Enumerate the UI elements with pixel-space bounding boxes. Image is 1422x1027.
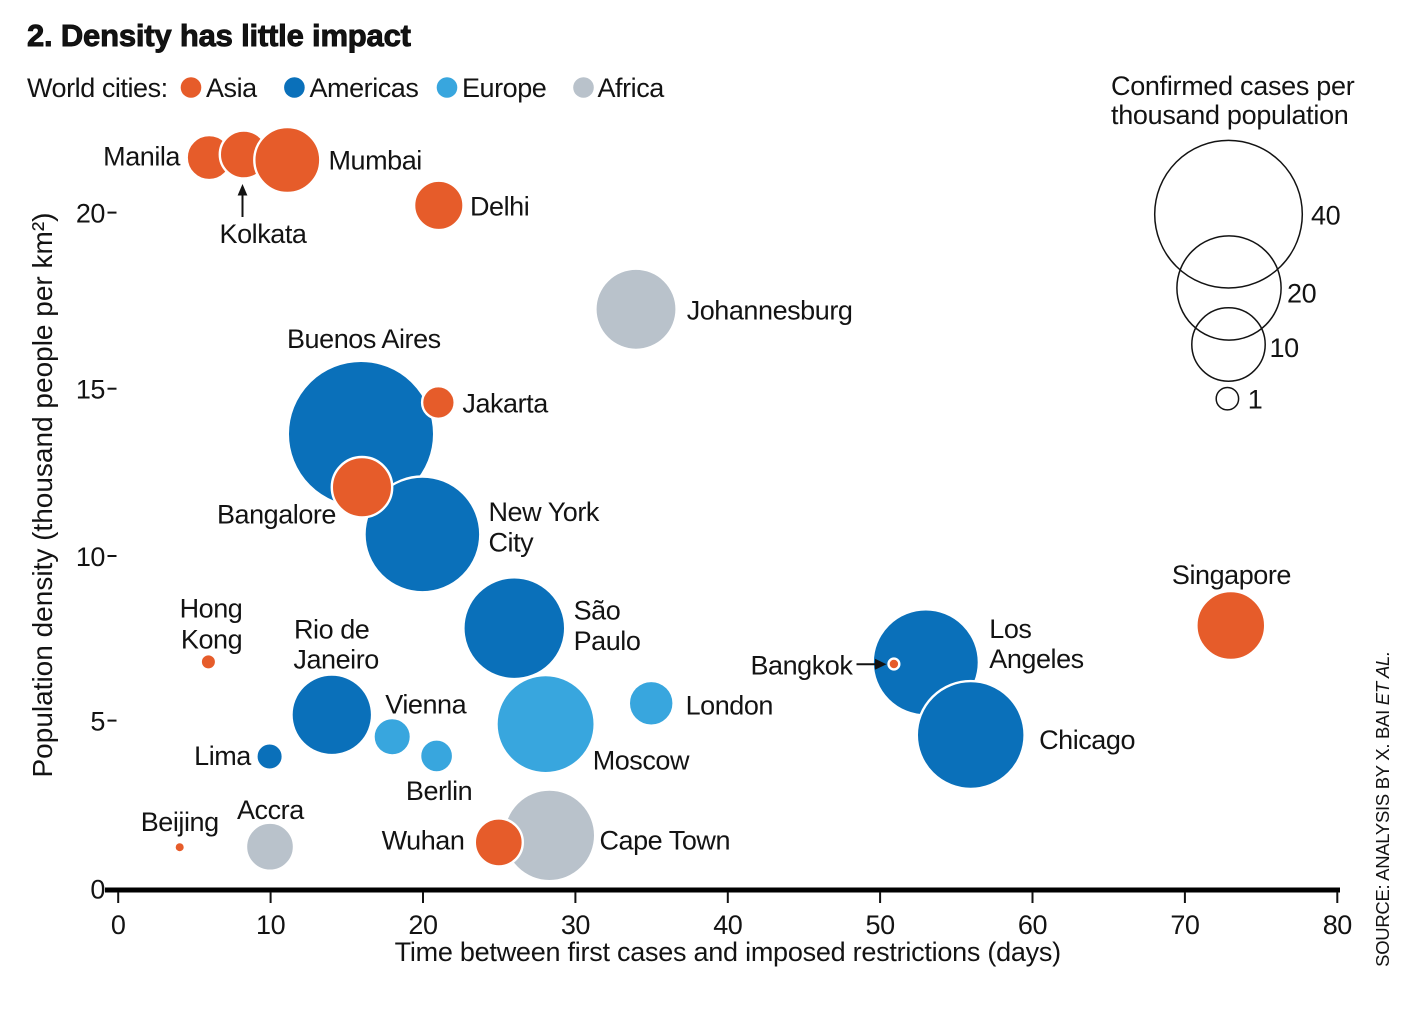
svg-text:Europe: Europe — [462, 73, 546, 103]
svg-text:5: 5 — [90, 707, 105, 737]
svg-text:Americas: Americas — [310, 73, 419, 103]
svg-text:40: 40 — [713, 910, 742, 940]
svg-text:World cities:: World cities: — [27, 73, 168, 103]
svg-text:Berlin: Berlin — [406, 776, 472, 806]
svg-text:50: 50 — [866, 910, 895, 940]
svg-text:20: 20 — [1287, 279, 1316, 309]
svg-text:Lima: Lima — [194, 741, 252, 771]
svg-text:Rio de: Rio de — [294, 615, 369, 645]
svg-text:São: São — [574, 596, 621, 626]
svg-text:Confirmed cases per: Confirmed cases per — [1111, 71, 1355, 101]
svg-text:Singapore: Singapore — [1172, 560, 1291, 590]
svg-text:Accra: Accra — [237, 795, 305, 825]
svg-text:London: London — [686, 691, 773, 721]
svg-text:Hong: Hong — [180, 594, 243, 624]
svg-text:Mumbai: Mumbai — [329, 146, 422, 176]
svg-text:Janeiro: Janeiro — [293, 645, 378, 675]
svg-text:Los: Los — [989, 614, 1031, 644]
svg-text:Beijing: Beijing — [141, 807, 219, 837]
svg-text:15: 15 — [76, 375, 105, 405]
svg-text:New York: New York — [489, 497, 600, 527]
svg-text:40: 40 — [1311, 201, 1340, 231]
svg-text:Asia: Asia — [206, 73, 258, 103]
svg-text:30: 30 — [561, 910, 590, 940]
svg-text:80: 80 — [1323, 910, 1352, 940]
svg-text:0: 0 — [90, 875, 105, 905]
svg-text:20: 20 — [408, 910, 437, 940]
svg-text:Vienna: Vienna — [385, 690, 467, 720]
svg-text:Time between first cases and i: Time between first cases and imposed res… — [395, 937, 1061, 967]
svg-text:Manila: Manila — [103, 142, 181, 172]
svg-text:Paulo: Paulo — [574, 626, 641, 656]
svg-text:Angeles: Angeles — [989, 644, 1083, 674]
svg-text:Delhi: Delhi — [470, 192, 529, 222]
svg-text:Wuhan: Wuhan — [382, 826, 465, 856]
svg-text:Cape Town: Cape Town — [600, 826, 731, 856]
svg-text:10: 10 — [76, 542, 105, 572]
svg-text:Moscow: Moscow — [593, 746, 690, 776]
svg-text:Bangalore: Bangalore — [217, 500, 336, 530]
svg-text:Population density (thousand p: Population density (thousand people per … — [27, 212, 58, 777]
svg-text:10: 10 — [256, 910, 285, 940]
svg-text:Kong: Kong — [181, 625, 242, 655]
svg-text:City: City — [489, 528, 535, 558]
svg-text:Johannesburg: Johannesburg — [687, 296, 853, 326]
svg-text:1: 1 — [1248, 385, 1263, 415]
svg-text:SOURCE: ANALYSIS BY X. BAI ET: SOURCE: ANALYSIS BY X. BAI ET AL. — [1372, 651, 1393, 967]
svg-text:10: 10 — [1270, 333, 1299, 363]
svg-text:Buenos Aires: Buenos Aires — [287, 324, 441, 354]
svg-text:thousand population: thousand population — [1111, 100, 1349, 130]
svg-text:Chicago: Chicago — [1039, 725, 1135, 755]
svg-text:2. Density has little impact: 2. Density has little impact — [27, 18, 411, 53]
svg-text:60: 60 — [1018, 910, 1047, 940]
svg-text:20: 20 — [76, 199, 105, 229]
svg-text:0: 0 — [111, 910, 126, 940]
svg-text:70: 70 — [1170, 910, 1199, 940]
svg-text:Jakarta: Jakarta — [462, 389, 549, 419]
svg-text:Kolkata: Kolkata — [220, 219, 308, 249]
svg-text:Bangkok: Bangkok — [750, 651, 853, 681]
svg-text:Africa: Africa — [598, 73, 666, 103]
